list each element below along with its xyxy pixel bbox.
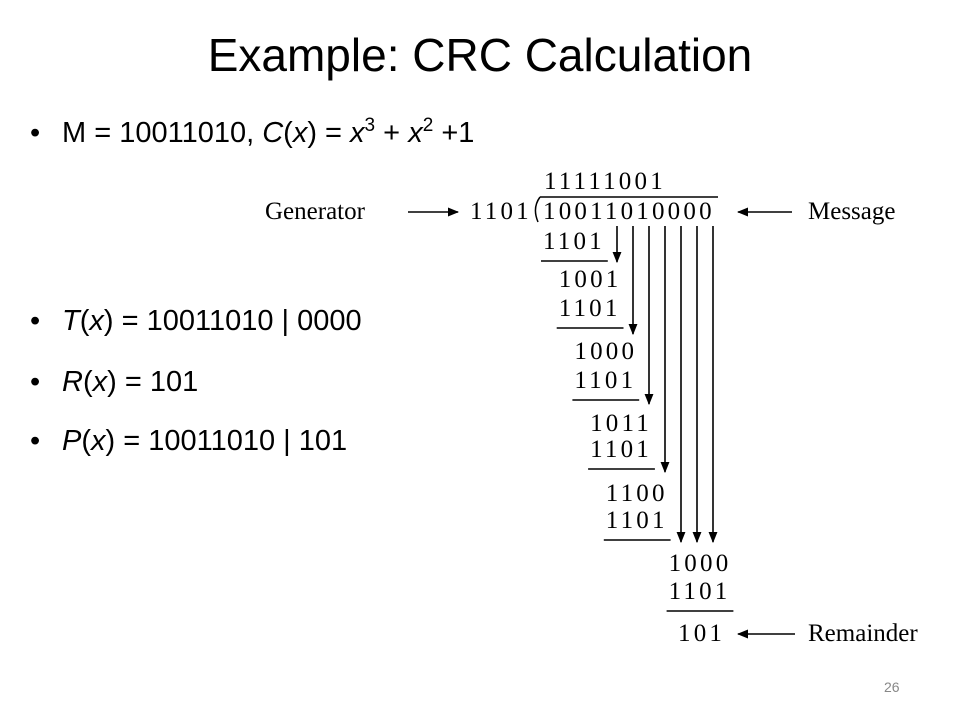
bullet: P(x) = 10011010 | 101 — [30, 425, 347, 458]
generator-label: Generator — [265, 198, 366, 225]
text: x — [292, 117, 308, 149]
step-row: 1001 — [559, 266, 622, 293]
text: x — [89, 305, 104, 337]
step-row: 101 — [678, 620, 725, 647]
text: x — [408, 117, 423, 149]
division-bracket — [534, 196, 718, 223]
text: T — [62, 305, 80, 337]
text: ( — [81, 425, 92, 457]
step-row: 1101 — [590, 436, 652, 463]
slide-title: Example: CRC Calculation — [207, 29, 753, 81]
text: x — [350, 117, 365, 149]
superscript: 2 — [422, 115, 434, 136]
divisor: 1101 — [470, 198, 532, 225]
bullet: T(x) = 10011010 | 0000 — [30, 305, 362, 338]
text: R — [62, 366, 83, 398]
text: ( — [82, 366, 93, 398]
text: C — [262, 117, 284, 149]
text: M = 10011010, — [62, 117, 263, 149]
step-row: 1101 — [606, 507, 668, 534]
superscript: 3 — [364, 115, 376, 136]
step-row: 1101 — [559, 295, 621, 322]
step-row: 1100 — [606, 480, 668, 507]
remainder-label: Remainder — [808, 620, 918, 647]
text: +1 — [433, 117, 475, 149]
text: x — [91, 425, 106, 457]
quotient: 11111001 — [544, 168, 666, 195]
text: P — [62, 425, 82, 457]
step-row: 1000 — [574, 338, 637, 365]
step-row: 1000 — [669, 550, 732, 577]
text: ) = 10011010 | 0000 — [103, 305, 362, 337]
step-row: 1101 — [574, 367, 636, 394]
step-row: 1011 — [590, 410, 652, 437]
message-label: Message — [808, 198, 895, 225]
text: + — [375, 117, 409, 149]
step-row: 1101 — [669, 578, 731, 605]
text: ) = 101 — [107, 366, 199, 398]
bullet: R(x) = 101 — [30, 366, 198, 399]
text: ) = — [307, 117, 351, 149]
text: ( — [79, 305, 90, 337]
page-number: 26 — [884, 679, 900, 695]
text: ) = 10011010 | 101 — [105, 425, 348, 457]
text: x — [92, 366, 108, 398]
text: ( — [283, 117, 293, 149]
dividend: 10011010000 — [543, 198, 715, 225]
arrows — [408, 207, 795, 639]
step-row: 1101 — [543, 228, 605, 255]
bullet: M = 10011010, C(x) = x3 + x2 +1 — [30, 115, 475, 150]
